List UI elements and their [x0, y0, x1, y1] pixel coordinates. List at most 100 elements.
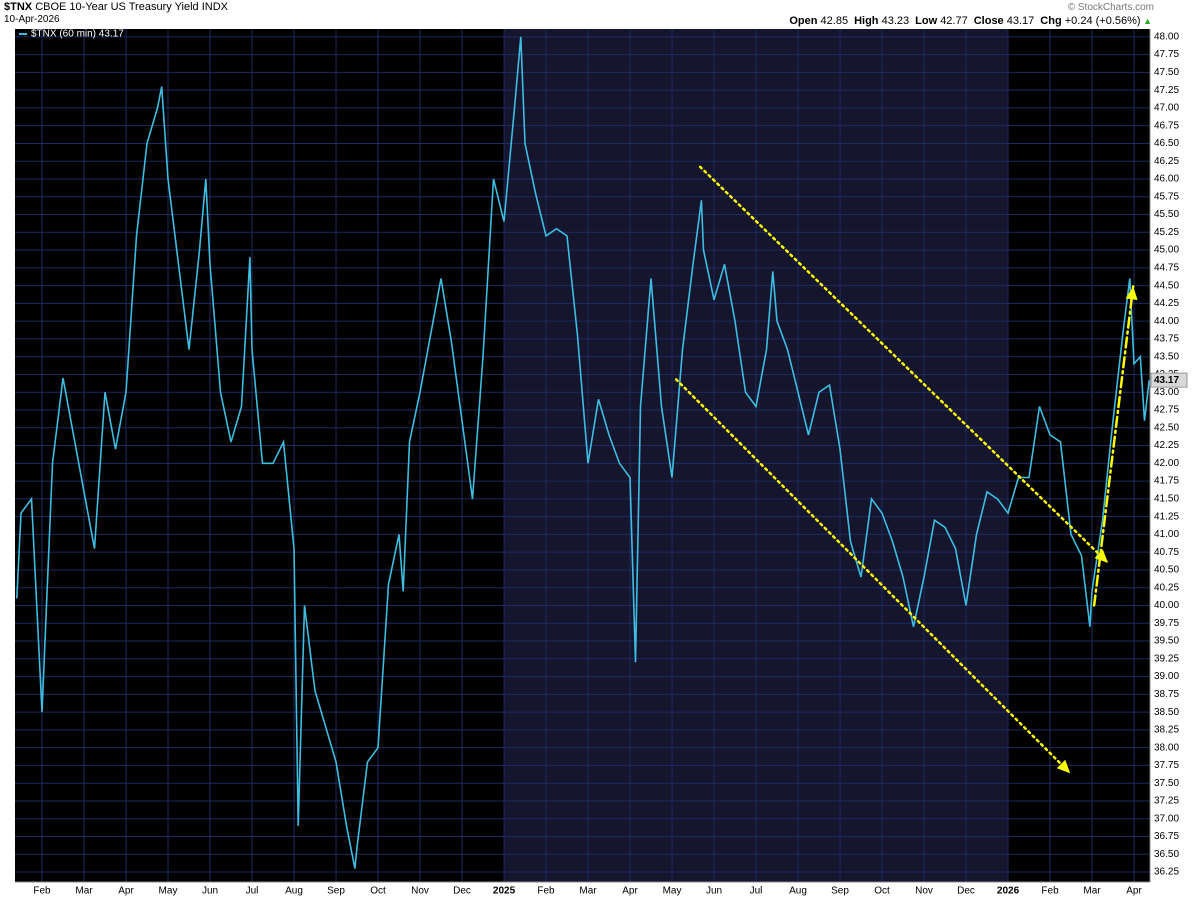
- y-tick-label: 48.00: [1154, 31, 1179, 42]
- last-value-label: 43.17: [1154, 375, 1179, 386]
- y-tick-label: 40.25: [1154, 582, 1179, 593]
- date: 10-Apr-2026: [4, 14, 60, 25]
- x-tick-label: Apr: [118, 886, 134, 897]
- y-tick-label: 46.50: [1154, 138, 1179, 149]
- y-tick-label: 43.00: [1154, 387, 1179, 398]
- stat-value: 43.17: [1006, 15, 1035, 27]
- y-tick-label: 47.75: [1154, 49, 1179, 60]
- y-tick-label: 42.00: [1154, 458, 1179, 469]
- y-tick-label: 40.50: [1154, 565, 1179, 576]
- x-tick-label: May: [663, 886, 682, 897]
- symbol: $TNX: [4, 1, 33, 13]
- y-tick-label: 38.25: [1154, 725, 1179, 736]
- y-tick-label: 44.50: [1154, 280, 1179, 291]
- x-tick-label: Mar: [1083, 886, 1101, 897]
- y-tick-label: 46.00: [1154, 174, 1179, 185]
- y-tick-label: 43.50: [1154, 351, 1179, 362]
- y-tick-label: 42.50: [1154, 422, 1179, 433]
- y-tick-label: 41.75: [1154, 476, 1179, 487]
- x-tick-label: Jul: [750, 886, 763, 897]
- stat-value: 43.23: [881, 15, 910, 27]
- y-tick-label: 44.75: [1154, 262, 1179, 273]
- x-tick-label: Dec: [957, 886, 975, 897]
- x-tick-label: Aug: [285, 886, 303, 897]
- x-tick-label: Nov: [915, 886, 933, 897]
- x-tick-label: Sep: [327, 886, 345, 897]
- up-icon: ▲: [1140, 16, 1152, 26]
- security-name: CBOE 10-Year US Treasury Yield INDX: [35, 1, 228, 13]
- y-tick-label: 43.75: [1154, 334, 1179, 345]
- y-tick-label: 38.75: [1154, 689, 1179, 700]
- y-tick-label: 39.75: [1154, 618, 1179, 629]
- x-tick-label: Aug: [789, 886, 807, 897]
- y-tick-label: 41.50: [1154, 494, 1179, 505]
- y-tick-label: 37.50: [1154, 778, 1179, 789]
- y-tick-label: 41.00: [1154, 529, 1179, 540]
- trend-line: [698, 165, 1110, 565]
- x-tick-label: 2025: [493, 886, 516, 897]
- arrow-head: [1056, 759, 1071, 774]
- x-tick-label: Apr: [622, 886, 638, 897]
- x-tick-label: May: [159, 886, 178, 897]
- y-tick-label: 39.25: [1154, 653, 1179, 664]
- y-tick-label: 36.25: [1154, 867, 1179, 878]
- y-tick-label: 41.25: [1154, 511, 1179, 522]
- arrow-head: [1125, 286, 1138, 300]
- y-tick-label: 42.75: [1154, 405, 1179, 416]
- y-tick-label: 37.75: [1154, 760, 1179, 771]
- x-tick-label: Jun: [202, 886, 218, 897]
- y-tick-label: 42.25: [1154, 440, 1179, 451]
- y-tick-label: 45.50: [1154, 209, 1179, 220]
- brand: © StockCharts.com: [1067, 2, 1154, 13]
- x-tick-label: Feb: [537, 886, 555, 897]
- y-tick-label: 39.00: [1154, 671, 1179, 682]
- header-title: $TNX CBOE 10-Year US Treasury Yield INDX: [4, 1, 228, 13]
- y-tick-label: 45.25: [1154, 227, 1179, 238]
- stat-value: +0.24 (+0.56%): [1064, 15, 1141, 27]
- stat-value: 42.77: [940, 15, 968, 27]
- y-tick-label: 36.50: [1154, 849, 1179, 860]
- x-tick-label: Mar: [579, 886, 597, 897]
- stat-label: Close: [973, 15, 1004, 27]
- y-tick-label: 40.00: [1154, 600, 1179, 611]
- y-tick-label: 47.50: [1154, 67, 1179, 78]
- stat-label: High: [854, 15, 879, 27]
- y-tick-label: 36.75: [1154, 831, 1179, 842]
- last-value-box: [1150, 372, 1188, 388]
- y-tick-label: 38.50: [1154, 707, 1179, 718]
- x-tick-label: Feb: [1041, 886, 1059, 897]
- y-tick-label: 39.50: [1154, 636, 1179, 647]
- y-tick-label: 38.00: [1154, 742, 1179, 753]
- y-tick-label: 46.75: [1154, 120, 1179, 131]
- x-tick-label: Dec: [453, 886, 471, 897]
- x-tick-label: 2026: [997, 886, 1020, 897]
- y-tick-label: 44.00: [1154, 316, 1179, 327]
- y-tick-label: 37.00: [1154, 813, 1179, 824]
- trend-line: [1092, 285, 1135, 607]
- y-tick-label: 46.25: [1154, 156, 1179, 167]
- y-tick-label: 47.25: [1154, 85, 1179, 96]
- stats: Open 42.85 High 43.23 Low 42.77 Close 43.17…: [783, 15, 1152, 27]
- series-line: [16, 36, 1150, 869]
- x-tick-label: Apr: [1126, 886, 1142, 897]
- x-tick-label: Mar: [75, 886, 93, 897]
- x-tick-label: Feb: [33, 886, 51, 897]
- y-tick-label: 37.25: [1154, 796, 1179, 807]
- x-tick-label: Nov: [411, 886, 429, 897]
- stat-label: Open: [789, 15, 818, 27]
- trend-line: [674, 378, 1072, 775]
- x-tick-label: Jun: [706, 886, 722, 897]
- stat-label: Chg: [1040, 15, 1062, 27]
- legend-label: $TNX (60 min) 43.17: [31, 29, 124, 40]
- y-tick-label: 40.75: [1154, 547, 1179, 558]
- y-tick-label: 47.00: [1154, 103, 1179, 114]
- y-tick-label: 45.75: [1154, 191, 1179, 202]
- y-tick-label: 45.00: [1154, 245, 1179, 256]
- x-tick-label: Jul: [246, 886, 259, 897]
- stat-label: Low: [915, 15, 938, 27]
- x-tick-label: Sep: [831, 886, 849, 897]
- y-tick-label: 44.25: [1154, 298, 1179, 309]
- x-tick-label: Oct: [370, 886, 386, 897]
